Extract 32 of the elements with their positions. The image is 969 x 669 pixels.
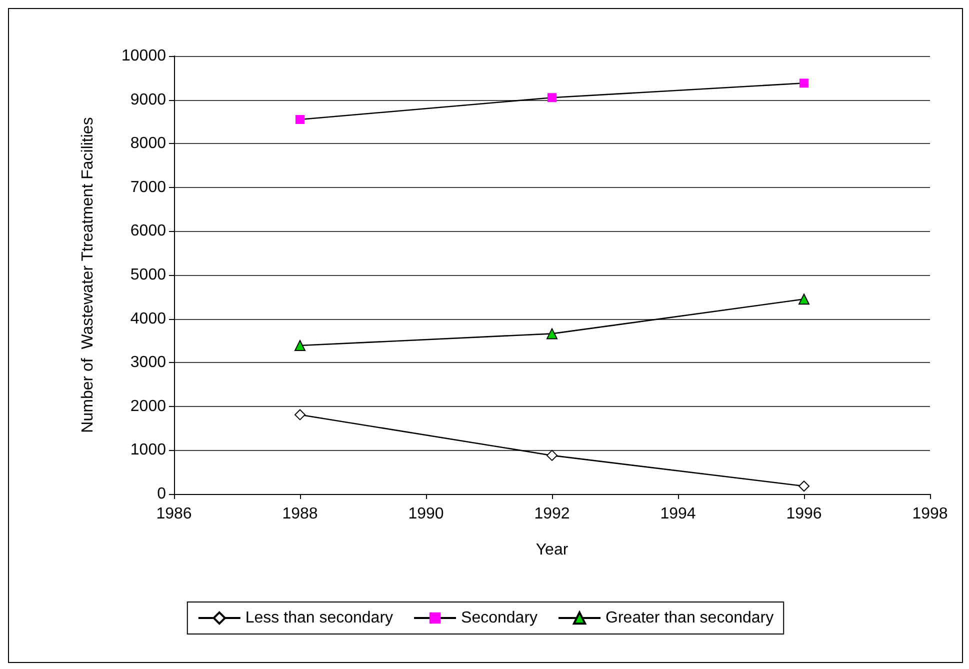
y-tick-label: 1000 bbox=[130, 442, 166, 459]
y-tick-label: 6000 bbox=[130, 222, 166, 240]
x-axis-title: Year bbox=[536, 542, 569, 558]
x-tick-label: 1994 bbox=[660, 506, 696, 522]
y-tick-label: 7000 bbox=[130, 178, 166, 196]
y-tick-label: 2000 bbox=[130, 398, 166, 415]
point bbox=[798, 480, 810, 492]
point bbox=[546, 328, 558, 340]
y-tick-label: 0 bbox=[157, 486, 166, 502]
point bbox=[548, 93, 556, 102]
point bbox=[546, 450, 558, 461]
x-tick-label: 1990 bbox=[408, 506, 444, 522]
y-tick-label: 9000 bbox=[130, 91, 166, 108]
point bbox=[294, 409, 306, 420]
x-tick-label: 1998 bbox=[912, 506, 948, 522]
legend-label: Less than secondary bbox=[245, 610, 394, 626]
x-tick-label: 1992 bbox=[534, 506, 570, 522]
point bbox=[296, 115, 304, 124]
point bbox=[798, 294, 810, 305]
legend-label: Greater than secondary bbox=[606, 610, 774, 626]
legend-label: Secondary bbox=[461, 610, 538, 626]
x-tick-label: 1988 bbox=[282, 506, 318, 522]
y-axis-title: Number of Wastewater Ttreatment Facilities bbox=[80, 117, 96, 433]
x-tick-label: 1986 bbox=[156, 506, 192, 522]
point bbox=[800, 78, 808, 88]
y-tick-label: 4000 bbox=[130, 310, 166, 328]
y-tick-label: 3000 bbox=[130, 354, 166, 372]
y-tick-label: 8000 bbox=[130, 135, 166, 152]
y-tick-label: 10000 bbox=[122, 48, 166, 64]
point bbox=[294, 340, 306, 352]
y-tick-label: 5000 bbox=[130, 266, 166, 284]
x-tick-label: 1996 bbox=[786, 506, 822, 522]
